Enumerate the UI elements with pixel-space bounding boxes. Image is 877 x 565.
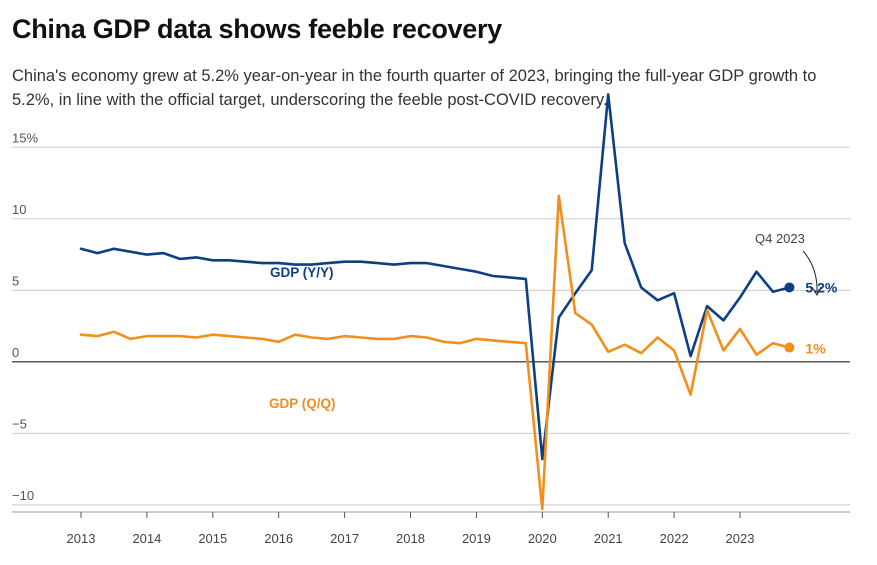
chart-subtitle: China's economy grew at 5.2% year-on-yea…: [12, 67, 817, 109]
qq-end-point: [784, 342, 795, 353]
yy-end-point: [784, 282, 795, 293]
yy-series-label: GDP (Y/Y): [270, 265, 334, 280]
annotation-arrowhead: [811, 286, 822, 297]
x-tick-label: 2015: [198, 531, 227, 546]
x-tick-label: 2013: [67, 531, 96, 546]
yy-series-line: [79, 93, 791, 461]
x-tick-label: 2014: [132, 531, 161, 546]
x-tick-label: 2023: [726, 531, 755, 546]
qq-end-label: 1%: [805, 341, 826, 357]
x-tick-label: 2016: [264, 531, 293, 546]
qq-series-label: GDP (Q/Q): [269, 396, 336, 411]
y-tick-label: −5: [12, 416, 27, 431]
x-tick-label: 2019: [462, 531, 491, 546]
y-tick-label: 0: [12, 345, 19, 360]
y-tick-label: 10: [12, 202, 26, 217]
x-tick-label: 2022: [660, 531, 689, 546]
y-tick-label: −10: [12, 488, 34, 503]
annotation-arrow: [802, 250, 818, 294]
x-tick-label: 2018: [396, 531, 425, 546]
chart-title: China GDP data shows feeble recovery: [12, 14, 502, 44]
q4-2023-annotation: Q4 2023: [755, 231, 805, 246]
y-tick-label: 15%: [12, 130, 38, 145]
qq-series-line: [79, 194, 791, 511]
x-tick-label: 2017: [330, 531, 359, 546]
x-tick-label: 2020: [528, 531, 557, 546]
y-tick-label: 5: [12, 273, 19, 288]
yy-end-label: 5.2%: [805, 279, 837, 295]
x-tick-label: 2021: [594, 531, 623, 546]
